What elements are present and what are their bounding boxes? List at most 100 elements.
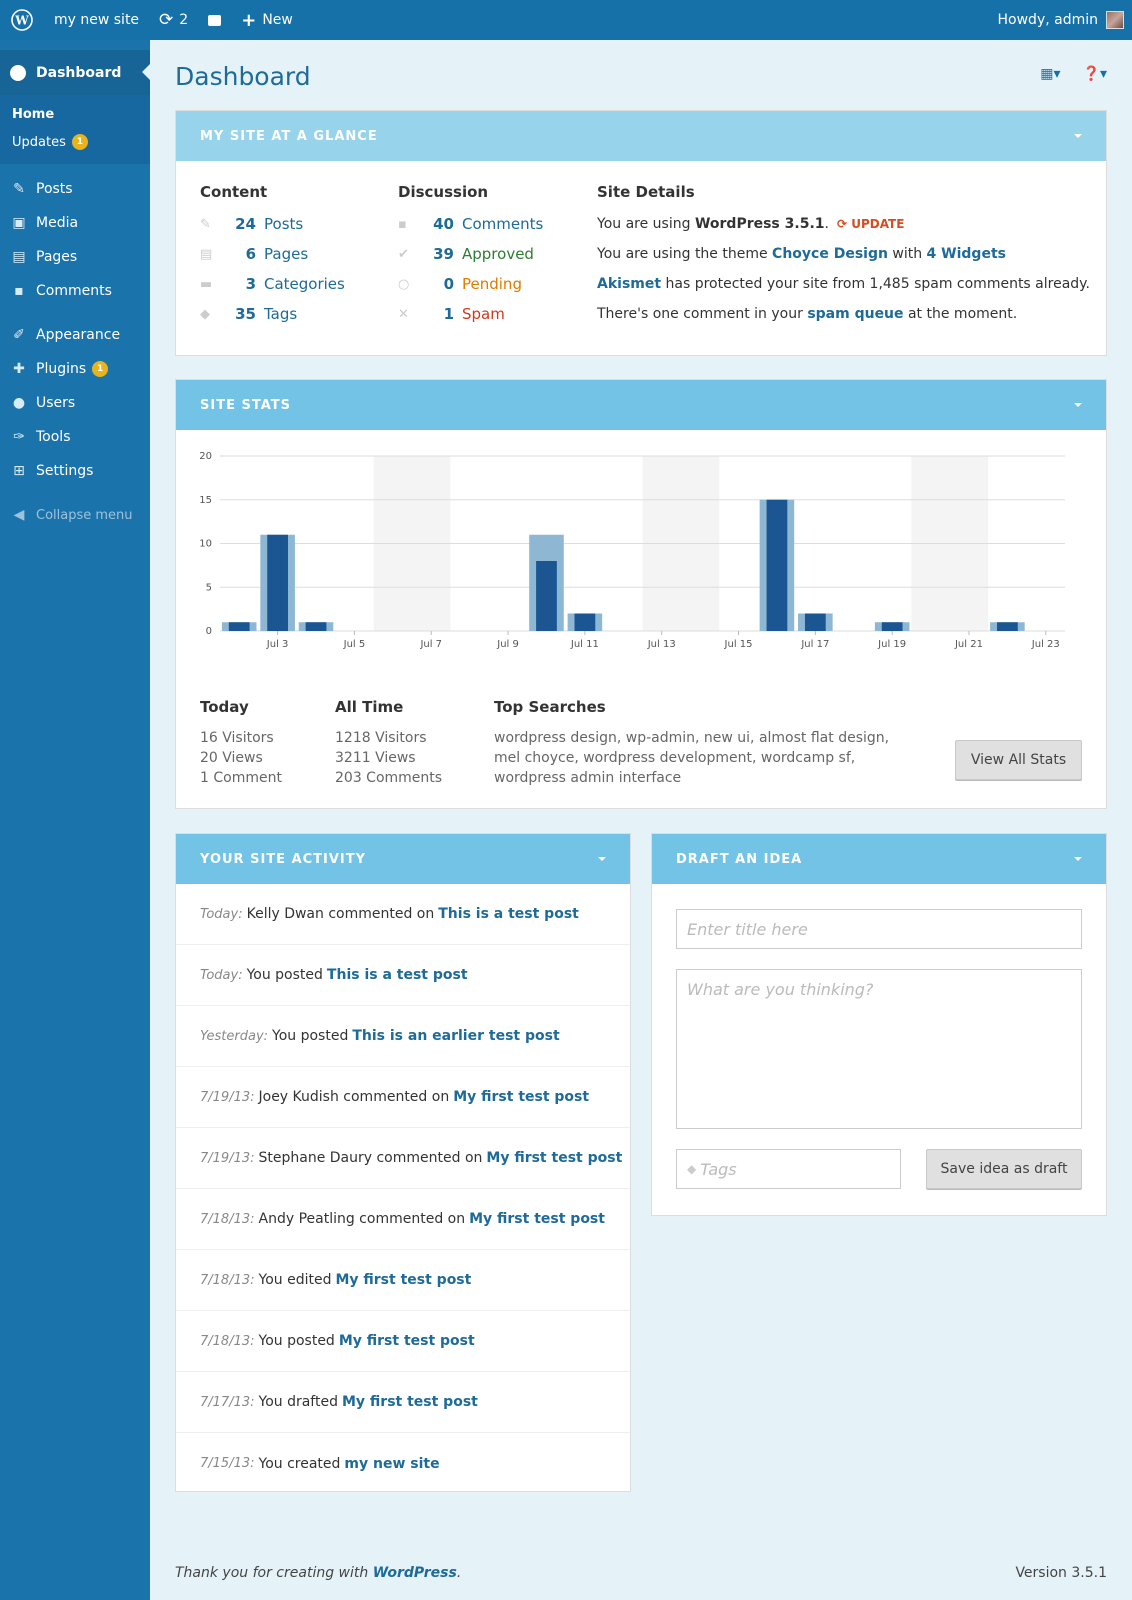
menu-item-plugins[interactable]: ✚ Plugins 1 xyxy=(0,352,150,386)
draft-title-input[interactable]: Enter title here xyxy=(676,909,1082,949)
layout-grid-icon[interactable]: ▦▾ xyxy=(1040,66,1061,82)
discussion-link[interactable]: Approved xyxy=(462,245,534,263)
widget-header[interactable]: MY SITE AT A GLANCE xyxy=(176,111,1106,161)
toggle-arrow-icon[interactable] xyxy=(598,857,606,865)
activity-text: Joey Kudish commented on xyxy=(258,1089,450,1105)
akismet-link[interactable]: Akismet xyxy=(597,276,662,292)
widget-header[interactable]: SITE STATS xyxy=(176,380,1106,430)
content-link[interactable]: Posts xyxy=(264,215,304,233)
activity-post-link[interactable]: This is a test post xyxy=(438,906,579,922)
new-content-link[interactable]: + New xyxy=(231,0,303,40)
refresh-icon: ⟳ xyxy=(159,10,174,30)
text: with xyxy=(887,246,927,262)
footer-thanks: Thank you for creating with WordPress. xyxy=(175,1565,461,1581)
draft-tags-input[interactable]: ◆ Tags xyxy=(676,1149,901,1189)
content-pages-row[interactable]: ▤ 6 Pages xyxy=(200,239,345,269)
tag-icon: ◆ xyxy=(687,1162,697,1176)
toggle-arrow-icon[interactable] xyxy=(1074,857,1082,865)
refresh-icon: ⟳ xyxy=(836,217,852,231)
activity-text: You created xyxy=(258,1455,341,1472)
menu-item-tools[interactable]: ✑ Tools xyxy=(0,420,150,454)
pin-icon: ✎ xyxy=(200,216,211,232)
discussion-comments-row[interactable]: ▪ 40 Comments xyxy=(398,209,543,239)
theme-row: You are using the theme Choyce Design wi… xyxy=(597,239,1090,269)
collapse-menu-button[interactable]: ◀ Collapse menu xyxy=(0,498,150,532)
activity-post-link[interactable]: My first test post xyxy=(469,1211,605,1227)
submenu-label: Home xyxy=(12,107,55,122)
activity-item: 7/19/13: Joey Kudish commented on My first… xyxy=(176,1067,630,1128)
site-stats-widget: SITE STATS 0 5 10 15 20 Jul 3 Jul 5 Jul 7 Jul 9 J… xyxy=(175,379,1107,809)
activity-post-link[interactable]: My first test post xyxy=(338,1333,475,1349)
akismet-row: Akismet has protected your site from 1,4… xyxy=(597,269,1090,299)
at-a-glance-widget: MY SITE AT A GLANCE Content ✎ 24 Posts ▤ 6 P… xyxy=(175,110,1107,356)
menu-item-comments[interactable]: ▪ Comments xyxy=(0,274,150,308)
theme-link[interactable]: Choyce Design xyxy=(772,246,888,262)
activity-text: You drafted xyxy=(258,1394,338,1410)
tags-placeholder: Tags xyxy=(700,1159,737,1179)
widget-header[interactable]: DRAFT AN IDEA xyxy=(652,834,1106,884)
admin-bar: W my new site ⟳ 2 + New Howdy, admin xyxy=(0,0,1132,40)
help-icon[interactable]: ❓▾ xyxy=(1082,66,1107,82)
activity-post-link[interactable]: This is an earlier test post xyxy=(352,1028,560,1044)
column-title: All Time xyxy=(335,698,404,716)
toggle-arrow-icon[interactable] xyxy=(1074,134,1082,142)
content-tags-row[interactable]: ◆ 35 Tags xyxy=(200,299,345,329)
updates-link[interactable]: ⟳ 2 xyxy=(149,0,198,40)
submenu-item-home[interactable]: Home xyxy=(0,101,150,128)
site-name-link[interactable]: my new site xyxy=(44,0,149,40)
activity-date: 7/18/13: xyxy=(200,1272,255,1288)
submenu-item-updates[interactable]: Updates 1 xyxy=(0,128,150,156)
activity-item: Today: Kelly Dwan commented on This is a t… xyxy=(176,884,630,945)
menu-item-posts[interactable]: ✎ Posts xyxy=(0,172,150,206)
widgets-link[interactable]: 4 Widgets xyxy=(926,246,1006,262)
draft-content-textarea[interactable]: What are you thinking? xyxy=(676,969,1082,1129)
menu-item-users[interactable]: ● Users xyxy=(0,386,150,420)
content-posts-row[interactable]: ✎ 24 Posts xyxy=(200,209,345,239)
discussion-spam-row[interactable]: ✕ 1 Spam xyxy=(398,299,543,329)
content-link[interactable]: Tags xyxy=(264,305,298,323)
activity-date: Today: xyxy=(200,906,243,922)
menu-item-settings[interactable]: ⊞ Settings xyxy=(0,454,150,488)
content-categories-row[interactable]: ▬ 3 Categories xyxy=(200,269,345,299)
text: Thank you for creating with xyxy=(175,1565,373,1581)
discussion-link[interactable]: Comments xyxy=(462,215,544,233)
activity-item: Yesterday: You posted This is an earlier t… xyxy=(176,1006,630,1067)
y-tick-label: 5 xyxy=(206,582,212,593)
update-button[interactable]: ⟳ UPDATE xyxy=(837,217,904,231)
x-tick-label: Jul 11 xyxy=(570,639,599,650)
content-link[interactable]: Pages xyxy=(264,245,309,263)
widget-header[interactable]: YOUR SITE ACTIVITY xyxy=(176,834,630,884)
discussion-pending-row[interactable]: ○ 0 Pending xyxy=(398,269,543,299)
menu-item-pages[interactable]: ▤ Pages xyxy=(0,240,150,274)
menu-label: Posts xyxy=(36,181,73,197)
activity-post-link[interactable]: my new site xyxy=(344,1455,440,1472)
spam-queue-link[interactable]: spam queue xyxy=(807,306,904,322)
menu-label: Pages xyxy=(36,249,78,265)
plugin-icon: ✚ xyxy=(13,361,25,377)
x-tick-label: Jul 23 xyxy=(1031,639,1060,650)
x-tick-label: Jul 7 xyxy=(419,639,442,650)
activity-list: Today: Kelly Dwan commented on This is a t… xyxy=(176,884,630,1494)
menu-item-appearance[interactable]: ✐ Appearance xyxy=(0,318,150,352)
wordpress-link[interactable]: WordPress xyxy=(372,1565,457,1581)
menu-item-media[interactable]: ▣ Media xyxy=(0,206,150,240)
activity-post-link[interactable]: My first test post xyxy=(335,1272,472,1288)
discussion-link[interactable]: Pending xyxy=(462,275,522,293)
content-link[interactable]: Categories xyxy=(264,275,345,293)
menu-item-dashboard[interactable]: Dashboard xyxy=(0,50,150,95)
activity-post-link[interactable]: This is a test post xyxy=(326,967,468,983)
widget-title: SITE STATS xyxy=(200,397,291,413)
toggle-arrow-icon[interactable] xyxy=(1074,403,1082,411)
discussion-link[interactable]: Spam xyxy=(462,305,505,323)
tag-icon: ◆ xyxy=(200,306,210,322)
comments-link[interactable] xyxy=(198,0,231,40)
activity-post-link[interactable]: My first test post xyxy=(453,1089,590,1105)
discussion-approved-row[interactable]: ✔ 39 Approved xyxy=(398,239,543,269)
activity-post-link[interactable]: My first test post xyxy=(486,1150,623,1166)
x-tick-label: Jul 19 xyxy=(877,639,906,650)
activity-post-link[interactable]: My first test post xyxy=(341,1394,478,1410)
my-account-link[interactable]: Howdy, admin xyxy=(988,0,1132,40)
save-draft-button[interactable]: Save idea as draft xyxy=(926,1149,1082,1189)
wordpress-logo-icon[interactable]: W xyxy=(0,0,44,40)
view-all-stats-button[interactable]: View All Stats xyxy=(955,740,1082,780)
